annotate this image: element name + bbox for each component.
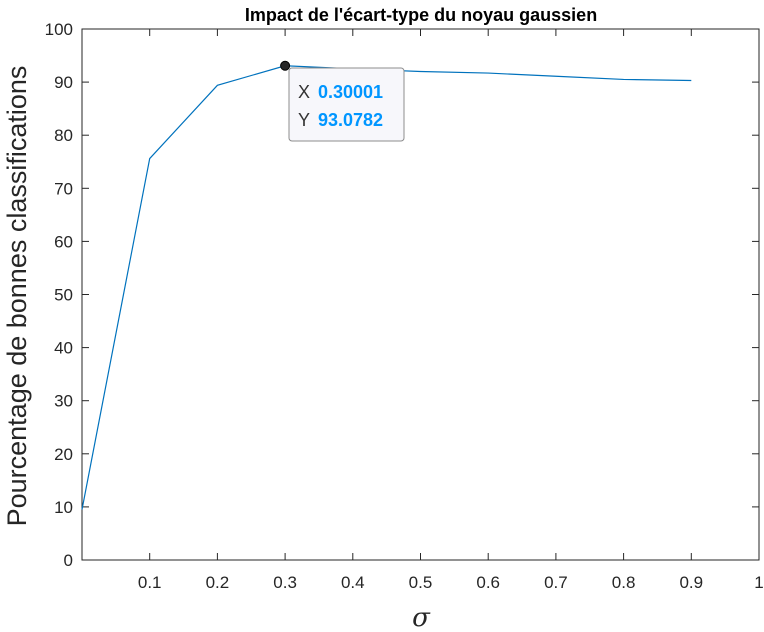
y-tick-label: 60 xyxy=(54,232,73,251)
datatip-box xyxy=(288,67,405,142)
x-tick-label: 0.5 xyxy=(409,573,433,592)
x-tick-label: 0.8 xyxy=(612,573,636,592)
x-tick-label: 0.3 xyxy=(273,573,297,592)
y-tick-label: 20 xyxy=(54,445,73,464)
x-axis-label: σ xyxy=(412,603,431,632)
y-axis: 0 10 20 30 40 50 60 70 80 90 100 xyxy=(45,20,759,570)
y-tick-label: 90 xyxy=(54,73,73,92)
y-tick-label: 30 xyxy=(54,392,73,411)
datatip-y-key: Y xyxy=(298,110,310,130)
y-tick-label: 10 xyxy=(54,498,73,517)
x-tick-label: 0.7 xyxy=(544,573,568,592)
y-tick-label: 40 xyxy=(54,339,73,358)
plot-area xyxy=(81,28,760,561)
x-axis: 0.1 0.2 0.3 0.4 0.5 0.6 0.7 0.8 0.9 1 xyxy=(138,29,764,592)
x-tick-label: 0.9 xyxy=(679,573,703,592)
x-tick-label: 0.2 xyxy=(206,573,230,592)
y-tick-label: 50 xyxy=(54,286,73,305)
y-tick-label: 0 xyxy=(64,551,73,570)
y-tick-label: 70 xyxy=(54,179,73,198)
datatip-y-value: 93.0782 xyxy=(318,110,383,130)
x-tick-label: 1 xyxy=(754,573,763,592)
chart-title: Impact de l'écart-type du noyau gaussien xyxy=(245,5,597,25)
y-tick-label: 80 xyxy=(54,126,73,145)
x-tick-label: 0.4 xyxy=(341,573,365,592)
x-tick-label: 0.6 xyxy=(476,573,500,592)
datatip[interactable]: X 0.30001 Y 93.0782 xyxy=(288,67,405,142)
datatip-marker[interactable] xyxy=(280,60,291,71)
x-tick-label: 0.1 xyxy=(138,573,162,592)
y-axis-label: Pourcentage de bonnes classifications xyxy=(2,66,32,527)
datatip-x-key: X xyxy=(298,82,310,102)
y-tick-label: 100 xyxy=(45,20,73,39)
datatip-x-value: 0.30001 xyxy=(318,82,383,102)
